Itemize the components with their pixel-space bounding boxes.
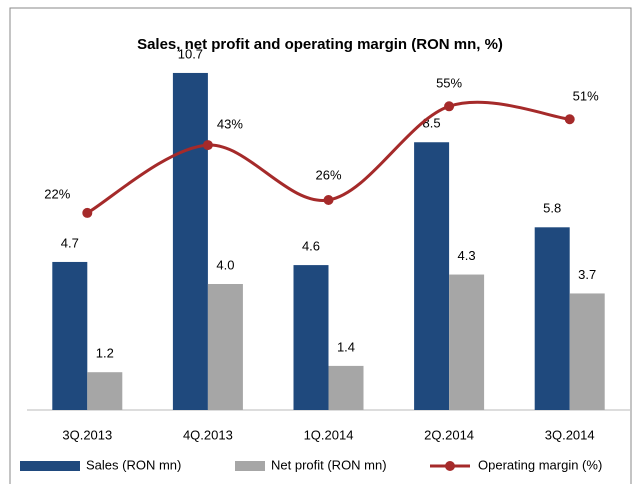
bar — [207, 284, 243, 410]
bar-value-label: 8.5 — [423, 116, 441, 131]
bar — [52, 261, 88, 410]
x-tick-label: 3Q.2013 — [62, 427, 112, 442]
legend-swatch — [235, 461, 265, 471]
x-tick-label: 1Q.2014 — [304, 427, 354, 442]
bar-value-label: 4.7 — [61, 235, 79, 250]
bar — [534, 227, 570, 410]
bar — [172, 72, 208, 410]
line-value-label: 22% — [44, 186, 70, 201]
legend-swatch — [445, 461, 455, 471]
bar-value-label: 4.3 — [458, 248, 476, 263]
bar-value-label: 10.7 — [178, 46, 203, 61]
line-marker — [564, 114, 575, 125]
bar — [569, 293, 605, 410]
line-marker — [82, 207, 93, 218]
line-marker — [444, 101, 455, 112]
bar-value-label: 1.2 — [96, 346, 114, 361]
bar-value-label: 3.7 — [578, 267, 596, 282]
x-tick-label: 4Q.2013 — [183, 427, 233, 442]
line-value-label: 26% — [315, 167, 341, 182]
x-tick-label: 3Q.2014 — [545, 427, 595, 442]
legend-swatch — [20, 461, 80, 471]
bar-value-label: 4.0 — [216, 257, 234, 272]
bar — [87, 372, 123, 410]
bar-value-label: 1.4 — [337, 339, 355, 354]
line-marker — [202, 140, 213, 151]
line-value-label: 43% — [217, 117, 243, 132]
x-tick-label: 2Q.2014 — [424, 427, 474, 442]
bar-value-label: 5.8 — [543, 201, 561, 216]
line-marker — [323, 195, 334, 205]
chart-frame — [9, 7, 632, 484]
chart-title: Sales, net profit and operating margin (… — [137, 36, 503, 53]
legend-label: Net profit (RON mn) — [271, 457, 387, 472]
bar — [449, 274, 485, 410]
bar — [293, 265, 329, 410]
bar — [328, 365, 364, 410]
bar — [414, 142, 450, 410]
line-value-label: 51% — [573, 89, 599, 104]
bar-value-label: 4.6 — [302, 239, 320, 254]
legend-label: Sales (RON mn) — [86, 457, 181, 472]
line-value-label: 55% — [436, 76, 462, 91]
legend-label: Operating margin (%) — [478, 457, 602, 472]
